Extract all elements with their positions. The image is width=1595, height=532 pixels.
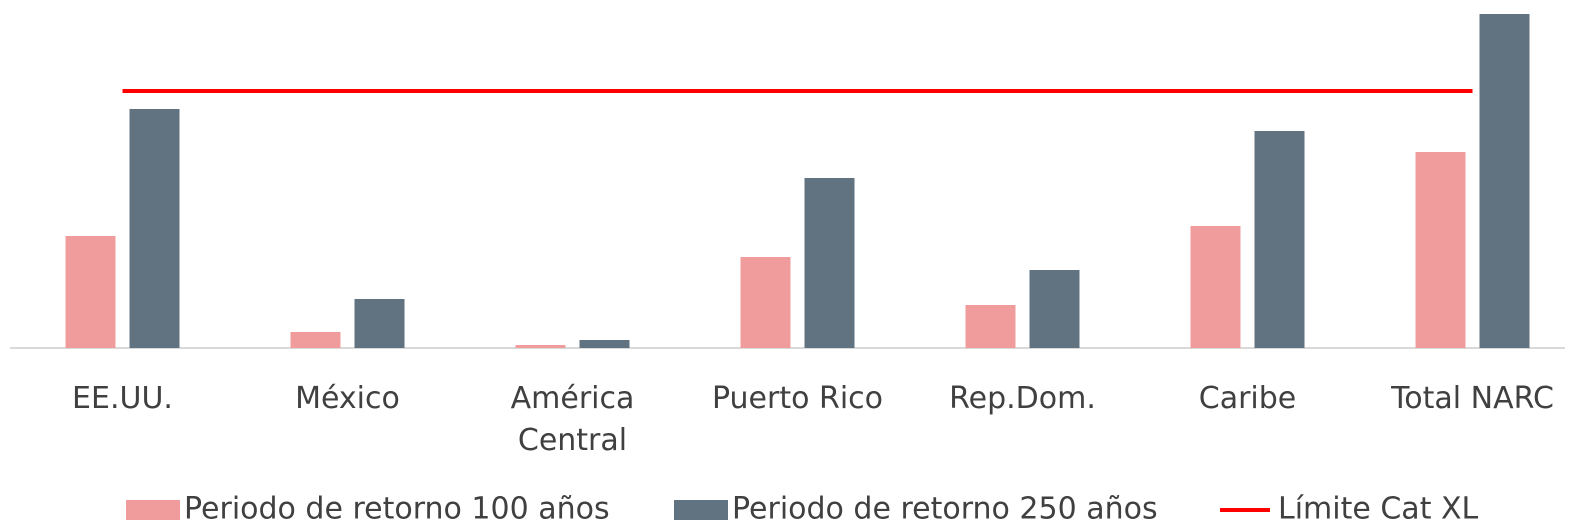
legend-label: Periodo de retorno 250 años (732, 492, 1158, 527)
bar (1190, 226, 1241, 348)
x-tick-label: Rep.Dom. (949, 381, 1096, 416)
x-tick-label: México (295, 381, 400, 416)
bar (965, 305, 1016, 348)
bar (354, 299, 405, 348)
bar (515, 345, 566, 348)
x-tick-label: EE.UU. (72, 381, 173, 416)
bar (65, 236, 116, 348)
x-tick-label: América Central (510, 381, 635, 458)
legend-label: Periodo de retorno 100 años (184, 492, 610, 527)
bar (1415, 152, 1466, 348)
bar (804, 178, 855, 348)
x-tick-label: Total NARC (1391, 381, 1554, 416)
bar (129, 109, 180, 348)
x-tick-label: Puerto Rico (711, 381, 884, 416)
bar (1479, 14, 1530, 348)
legend-swatch (126, 500, 180, 520)
x-tick-label: Caribe (1198, 381, 1297, 416)
bar (1254, 131, 1305, 348)
bar (290, 332, 341, 348)
legend-label: Límite Cat XL (1278, 492, 1479, 527)
legend-swatch (674, 500, 728, 520)
bar (1029, 270, 1080, 348)
bar (740, 257, 791, 348)
bar (579, 340, 630, 348)
